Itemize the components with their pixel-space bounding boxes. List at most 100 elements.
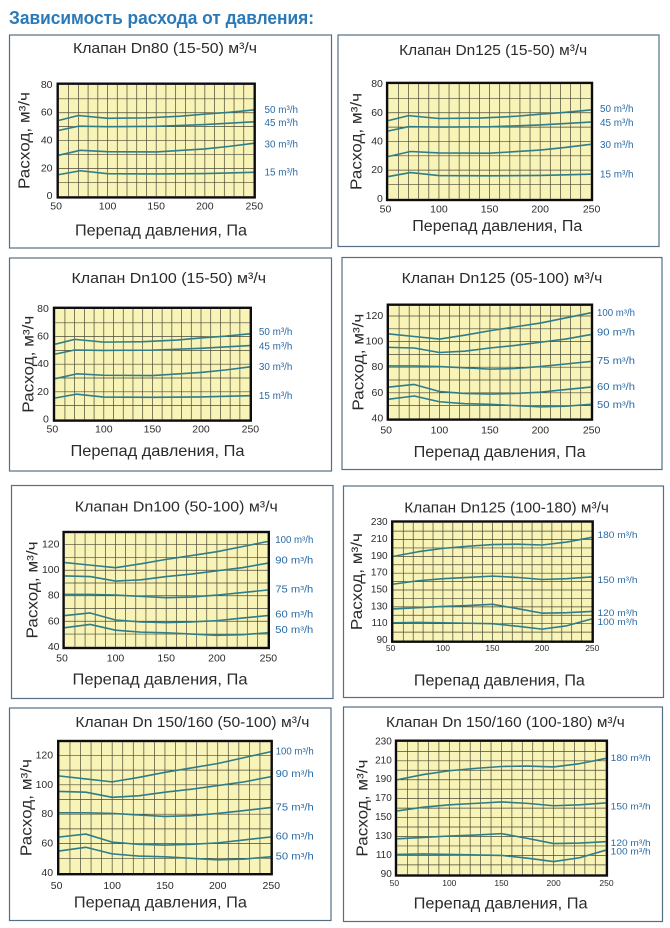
svg-text:100 m³/h: 100 m³/h bbox=[276, 747, 314, 758]
svg-text:230: 230 bbox=[375, 736, 392, 747]
svg-text:40: 40 bbox=[37, 358, 49, 370]
svg-text:Расход, м³/ч: Расход, м³/ч bbox=[355, 760, 372, 857]
svg-text:30 m³/h: 30 m³/h bbox=[265, 140, 299, 151]
svg-text:0: 0 bbox=[47, 190, 53, 202]
svg-text:Клапан Dn100 (15-50) м³/ч: Клапан Dn100 (15-50) м³/ч bbox=[72, 270, 267, 287]
svg-text:80: 80 bbox=[37, 303, 49, 315]
svg-text:50 m³/h: 50 m³/h bbox=[600, 104, 634, 115]
svg-text:30 m³/h: 30 m³/h bbox=[259, 362, 293, 373]
svg-text:Расход, м³/ч: Расход, м³/ч bbox=[17, 92, 34, 189]
svg-text:50 m³/h: 50 m³/h bbox=[597, 400, 635, 411]
svg-text:0: 0 bbox=[43, 413, 49, 425]
svg-text:50 m³/h: 50 m³/h bbox=[259, 327, 293, 338]
svg-text:250: 250 bbox=[242, 423, 260, 435]
svg-text:150: 150 bbox=[485, 643, 499, 653]
svg-text:45 m³/h: 45 m³/h bbox=[600, 118, 634, 129]
svg-text:50: 50 bbox=[380, 203, 392, 215]
svg-text:Клапан Dn125 (15-50) м³/ч: Клапан Dn125 (15-50) м³/ч bbox=[399, 42, 587, 59]
svg-text:100: 100 bbox=[42, 564, 60, 576]
svg-text:Перепад давления, Па: Перепад давления, Па bbox=[414, 444, 586, 461]
svg-text:90: 90 bbox=[381, 869, 393, 880]
svg-text:15 m³/h: 15 m³/h bbox=[600, 169, 634, 180]
svg-text:Перепад давления, Па: Перепад давления, Па bbox=[74, 894, 247, 911]
svg-text:180 m³/h: 180 m³/h bbox=[611, 753, 651, 763]
svg-text:75 m³/h: 75 m³/h bbox=[275, 584, 313, 595]
svg-text:80: 80 bbox=[372, 361, 384, 373]
svg-text:50 m³/h: 50 m³/h bbox=[265, 105, 299, 116]
svg-text:120 m³/h: 120 m³/h bbox=[598, 608, 638, 618]
svg-text:120: 120 bbox=[36, 749, 54, 761]
svg-text:40: 40 bbox=[372, 412, 384, 424]
svg-text:15 m³/h: 15 m³/h bbox=[265, 168, 299, 179]
svg-text:250: 250 bbox=[583, 425, 601, 437]
svg-text:210: 210 bbox=[371, 534, 388, 545]
svg-text:Перепад давления, Па: Перепад давления, Па bbox=[414, 673, 585, 690]
svg-text:100: 100 bbox=[36, 779, 54, 791]
svg-text:200: 200 bbox=[535, 643, 549, 653]
svg-text:130: 130 bbox=[371, 601, 388, 612]
svg-text:20: 20 bbox=[41, 162, 53, 174]
svg-text:150: 150 bbox=[147, 201, 165, 213]
svg-text:120: 120 bbox=[42, 539, 60, 551]
svg-text:Клапан Dn 150/160 (100-180) м³: Клапан Dn 150/160 (100-180) м³/ч bbox=[386, 715, 625, 731]
svg-text:15 m³/h: 15 m³/h bbox=[259, 391, 293, 402]
svg-text:75 m³/h: 75 m³/h bbox=[597, 356, 635, 367]
svg-text:120 m³/h: 120 m³/h bbox=[611, 838, 651, 848]
svg-text:250: 250 bbox=[585, 643, 599, 653]
svg-text:50: 50 bbox=[47, 423, 59, 435]
svg-text:150: 150 bbox=[481, 203, 499, 215]
svg-text:90 m³/h: 90 m³/h bbox=[275, 556, 313, 567]
svg-text:100: 100 bbox=[107, 653, 125, 665]
svg-text:Перепад давления, Па: Перепад давления, Па bbox=[73, 672, 248, 689]
svg-text:60: 60 bbox=[41, 838, 53, 850]
svg-text:170: 170 bbox=[371, 568, 388, 579]
svg-text:Расход, м³/ч: Расход, м³/ч bbox=[21, 316, 38, 413]
svg-text:Перепад давления, Па: Перепад давления, Па bbox=[71, 443, 245, 460]
svg-text:100: 100 bbox=[95, 423, 113, 435]
svg-text:20: 20 bbox=[371, 164, 383, 176]
svg-text:40: 40 bbox=[41, 867, 53, 879]
svg-text:Расход, м³/ч: Расход, м³/ч bbox=[351, 314, 368, 411]
svg-text:50: 50 bbox=[51, 880, 63, 892]
svg-text:50 m³/h: 50 m³/h bbox=[276, 852, 314, 863]
svg-text:100: 100 bbox=[99, 201, 117, 213]
svg-text:75 m³/h: 75 m³/h bbox=[276, 803, 314, 814]
svg-text:Расход, м³/ч: Расход, м³/ч bbox=[19, 759, 36, 856]
svg-text:150: 150 bbox=[144, 423, 162, 435]
svg-text:200: 200 bbox=[546, 878, 560, 888]
svg-text:40: 40 bbox=[48, 641, 60, 653]
svg-text:Клапан Dn100 (50-100) м³/ч: Клапан Dn100 (50-100) м³/ч bbox=[75, 499, 278, 516]
svg-text:Зависимость расхода от давлени: Зависимость расхода от давления: bbox=[9, 7, 314, 28]
svg-text:50 m³/h: 50 m³/h bbox=[275, 625, 313, 636]
svg-text:250: 250 bbox=[260, 653, 278, 665]
svg-text:Расход, м³/ч: Расход, м³/ч bbox=[349, 93, 366, 190]
svg-text:Расход, м³/ч: Расход, м³/ч bbox=[25, 542, 42, 639]
svg-text:150: 150 bbox=[371, 585, 388, 596]
svg-text:190: 190 bbox=[371, 551, 388, 562]
svg-text:100 m³/h: 100 m³/h bbox=[597, 308, 635, 319]
svg-text:100: 100 bbox=[103, 880, 121, 892]
svg-text:190: 190 bbox=[375, 774, 392, 785]
svg-text:Расход, м³/ч: Расход, м³/ч bbox=[349, 533, 366, 630]
svg-text:250: 250 bbox=[263, 880, 281, 892]
svg-text:100 m³/h: 100 m³/h bbox=[275, 535, 313, 546]
svg-text:250: 250 bbox=[246, 201, 264, 213]
svg-text:50: 50 bbox=[390, 878, 400, 888]
svg-text:30 m³/h: 30 m³/h bbox=[600, 140, 634, 151]
svg-text:200: 200 bbox=[192, 423, 210, 435]
svg-text:45 m³/h: 45 m³/h bbox=[259, 341, 293, 352]
svg-text:90 m³/h: 90 m³/h bbox=[276, 769, 314, 780]
svg-text:90 m³/h: 90 m³/h bbox=[597, 328, 635, 339]
svg-text:150: 150 bbox=[375, 812, 392, 823]
svg-text:170: 170 bbox=[375, 793, 392, 804]
svg-text:150: 150 bbox=[156, 880, 174, 892]
svg-text:60: 60 bbox=[37, 331, 49, 343]
svg-text:60: 60 bbox=[372, 387, 384, 399]
svg-text:60 m³/h: 60 m³/h bbox=[597, 382, 635, 393]
svg-text:150 m³/h: 150 m³/h bbox=[598, 575, 638, 585]
svg-text:Перепад давления, Па: Перепад давления, Па bbox=[414, 896, 588, 913]
svg-text:50: 50 bbox=[380, 425, 392, 437]
svg-text:250: 250 bbox=[599, 878, 613, 888]
svg-text:Клапан Dn125 (05-100) м³/ч: Клапан Dn125 (05-100) м³/ч bbox=[402, 270, 603, 287]
svg-text:200: 200 bbox=[209, 880, 227, 892]
